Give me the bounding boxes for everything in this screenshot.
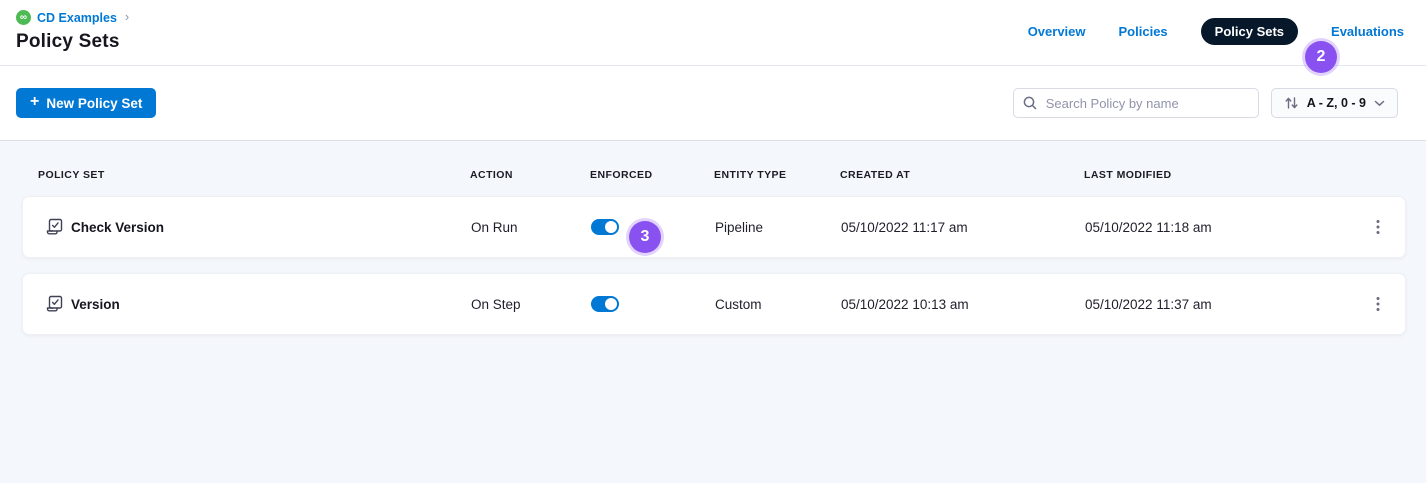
toolbar-right: A - Z, 0 - 9 xyxy=(1012,88,1398,118)
search-box xyxy=(1012,88,1259,118)
top-nav: Overview Policies Policy Sets Evaluation… xyxy=(1028,18,1404,45)
column-header-policy-set: Policy Set xyxy=(38,169,105,181)
sort-label: A - Z, 0 - 9 xyxy=(1306,96,1366,110)
column-header-entity-type: Entity Type xyxy=(714,169,787,181)
plus-icon: + xyxy=(30,93,40,110)
column-header-enforced: Enforced xyxy=(590,169,653,181)
column-header-created-at: Created At xyxy=(840,169,911,181)
enforced-cell xyxy=(591,219,715,235)
enforced-toggle[interactable] xyxy=(591,219,619,235)
policy-set-icon xyxy=(45,217,65,237)
created-at-cell: 05/10/2022 11:17 am xyxy=(841,219,968,235)
row-menu-kebab-icon[interactable] xyxy=(1365,214,1391,240)
created-at-cell: 05/10/2022 10:13 am xyxy=(841,296,969,312)
policy-set-name: Version xyxy=(71,296,120,312)
table-section: Policy Set Action Enforced Entity Type C… xyxy=(0,141,1426,483)
chevron-right-icon: › xyxy=(124,9,130,24)
search-icon xyxy=(1022,95,1038,111)
table-row[interactable]: Check Version On Run Pipeline 05/10/2022… xyxy=(22,196,1406,258)
tab-policy-sets[interactable]: Policy Sets xyxy=(1200,18,1299,45)
action-cell: On Run xyxy=(471,219,518,235)
table-row[interactable]: Version On Step Custom 05/10/2022 10:13 … xyxy=(22,273,1406,335)
tab-overview[interactable]: Overview xyxy=(1027,24,1086,39)
policy-set-icon xyxy=(45,294,65,314)
cd-module-icon: ∞ xyxy=(16,10,31,25)
enforced-toggle[interactable] xyxy=(591,296,619,312)
tab-policies[interactable]: Policies xyxy=(1118,24,1168,39)
column-header-action: Action xyxy=(470,169,513,181)
breadcrumb-project-link[interactable]: CD Examples xyxy=(37,10,117,25)
last-modified-cell: 05/10/2022 11:37 am xyxy=(1085,296,1212,312)
enforced-cell xyxy=(591,296,715,312)
entity-type-cell: Pipeline xyxy=(715,219,764,235)
policy-set-name-cell: Version xyxy=(39,294,471,314)
annotation-badge-2: 2 xyxy=(1305,41,1337,73)
page-title: Policy Sets xyxy=(16,31,120,52)
action-cell: On Step xyxy=(471,296,521,312)
sort-arrows-icon xyxy=(1284,96,1299,110)
entity-type-cell: Custom xyxy=(715,296,762,312)
toggle-knob xyxy=(605,221,617,233)
sort-dropdown[interactable]: A - Z, 0 - 9 xyxy=(1270,88,1398,118)
column-header-last-modified: Last Modified xyxy=(1084,169,1172,181)
tab-evaluations[interactable]: Evaluations xyxy=(1331,24,1404,39)
table-header-row: Policy Set Action Enforced Entity Type C… xyxy=(22,169,1406,181)
toggle-knob xyxy=(605,298,617,310)
chevron-down-icon xyxy=(1374,100,1385,107)
breadcrumb: ∞ CD Examples › xyxy=(16,9,1404,26)
new-policy-set-button[interactable]: + New Policy Set xyxy=(16,88,157,118)
policy-set-name: Check Version xyxy=(71,219,165,235)
search-input[interactable] xyxy=(1012,88,1259,118)
last-modified-cell: 05/10/2022 11:18 am xyxy=(1085,219,1212,235)
page-header: ∞ CD Examples › Policy Sets Overview Pol… xyxy=(0,0,1426,66)
toolbar: + New Policy Set A - Z, 0 - 9 xyxy=(0,66,1426,141)
new-policy-set-button-label: New Policy Set xyxy=(46,95,143,111)
policy-set-name-cell: Check Version xyxy=(39,217,471,237)
annotation-badge-3: 3 xyxy=(629,221,661,253)
row-menu-kebab-icon[interactable] xyxy=(1365,291,1391,317)
table-body: Check Version On Run Pipeline 05/10/2022… xyxy=(22,196,1406,335)
